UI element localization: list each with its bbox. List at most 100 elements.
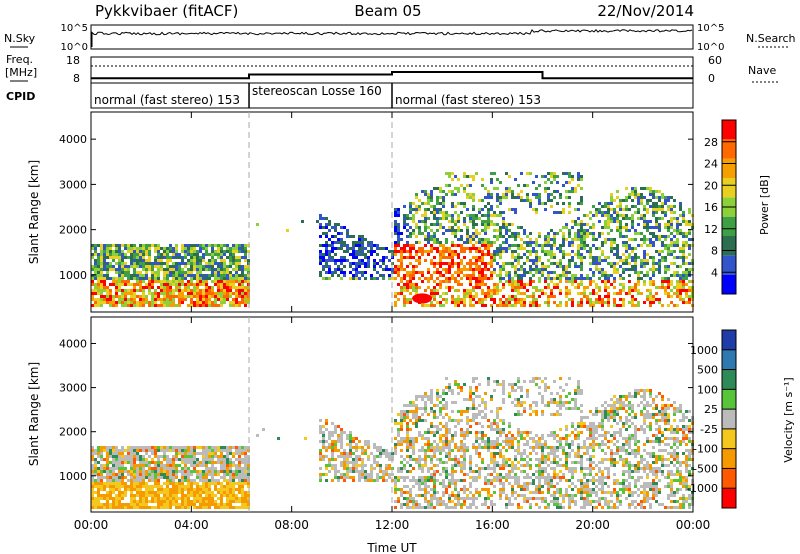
heatmap-cell — [124, 455, 127, 458]
heatmap-cell — [115, 494, 118, 497]
heatmap-cell — [151, 458, 154, 461]
heatmap-cell — [109, 476, 112, 479]
heatmap-cell — [457, 253, 460, 256]
heatmap-cell — [334, 247, 337, 250]
heatmap-cell — [124, 491, 127, 494]
heatmap-cell — [226, 503, 229, 506]
heatmap-cell — [424, 404, 427, 407]
heatmap-cell — [487, 202, 490, 205]
heatmap-cell — [109, 262, 112, 265]
heatmap-cell — [184, 262, 187, 265]
heatmap-cell — [130, 464, 133, 467]
heatmap-cell — [547, 295, 550, 298]
heatmap-cell — [577, 178, 580, 181]
heatmap-cell — [523, 184, 526, 187]
heatmap-cell — [388, 268, 391, 271]
heatmap-cell — [334, 464, 337, 467]
heatmap-cell — [400, 413, 403, 416]
heatmap-cell — [586, 298, 589, 301]
heatmap-cell — [646, 274, 649, 277]
heatmap-cell — [202, 292, 205, 295]
heatmap-cell — [142, 274, 145, 277]
heatmap-cell — [460, 184, 463, 187]
heatmap-cell — [562, 208, 565, 211]
heatmap-cell — [202, 446, 205, 449]
heatmap-cell — [484, 214, 487, 217]
heatmap-cell — [517, 232, 520, 235]
heatmap-cell — [226, 464, 229, 467]
heatmap-cell — [133, 304, 136, 307]
heatmap-cell — [118, 256, 121, 259]
heatmap-cell — [334, 473, 337, 476]
heatmap-cell — [361, 238, 364, 241]
heatmap-cell — [631, 256, 634, 259]
heatmap-cell — [511, 283, 514, 286]
heatmap-cell — [454, 479, 457, 482]
heatmap-cell — [562, 250, 565, 253]
heatmap-cell — [406, 491, 409, 494]
heatmap-cell — [667, 196, 670, 199]
heatmap-cell — [220, 289, 223, 292]
heatmap-cell — [97, 274, 100, 277]
heatmap-cell — [454, 470, 457, 473]
heatmap-cell — [160, 506, 163, 509]
heatmap-cell — [463, 410, 466, 413]
heatmap-cell — [649, 295, 652, 298]
heatmap-cell — [604, 280, 607, 283]
heatmap-cell — [577, 235, 580, 238]
heatmap-cell — [91, 455, 94, 458]
heatmap-cell — [511, 280, 514, 283]
heatmap-cell — [679, 214, 682, 217]
heatmap-cell — [136, 253, 139, 256]
heatmap-cell — [577, 232, 580, 235]
heatmap-cell — [619, 205, 622, 208]
heatmap-cell — [163, 494, 166, 497]
heatmap-cell — [448, 428, 451, 431]
heatmap-cell — [229, 295, 232, 298]
heatmap-cell — [334, 223, 337, 226]
heatmap-cell — [409, 235, 412, 238]
heatmap-cell — [484, 262, 487, 265]
heatmap-cell — [508, 280, 511, 283]
heatmap-cell — [163, 482, 166, 485]
heatmap-cell — [127, 461, 130, 464]
heatmap-cell — [652, 214, 655, 217]
heatmap-cell — [241, 482, 244, 485]
heatmap-cell — [190, 277, 193, 280]
heatmap-cell — [181, 491, 184, 494]
heatmap-cell — [409, 244, 412, 247]
heatmap-cell — [241, 277, 244, 280]
heatmap-cell — [595, 262, 598, 265]
heatmap-cell — [178, 256, 181, 259]
heatmap-cell — [457, 283, 460, 286]
heatmap-cell — [670, 241, 673, 244]
heatmap-cell — [247, 503, 250, 506]
heatmap-cell — [661, 211, 664, 214]
heatmap-cell — [487, 277, 490, 280]
heatmap-cell — [385, 268, 388, 271]
heatmap-cell — [460, 506, 463, 509]
heatmap-cell — [214, 446, 217, 449]
heatmap-cell — [106, 464, 109, 467]
heatmap-cell — [196, 283, 199, 286]
heatmap-cell — [595, 211, 598, 214]
heatmap-cell — [241, 476, 244, 479]
heatmap-cell — [244, 280, 247, 283]
heatmap-cell — [223, 271, 226, 274]
heatmap-cell — [430, 503, 433, 506]
heatmap-cell — [199, 479, 202, 482]
heatmap-cell — [247, 283, 250, 286]
heatmap-cell — [481, 268, 484, 271]
heatmap-cell — [553, 295, 556, 298]
heatmap-cell — [121, 497, 124, 500]
heatmap-cell — [238, 506, 241, 509]
heatmap-cell — [460, 461, 463, 464]
heatmap-cell — [670, 232, 673, 235]
heatmap-cell — [235, 259, 238, 262]
heatmap-cell — [466, 473, 469, 476]
heatmap-cell — [172, 491, 175, 494]
heatmap-cell — [544, 181, 547, 184]
heatmap-cell — [205, 446, 208, 449]
heatmap-cell — [394, 452, 397, 455]
heatmap-cell — [361, 259, 364, 262]
